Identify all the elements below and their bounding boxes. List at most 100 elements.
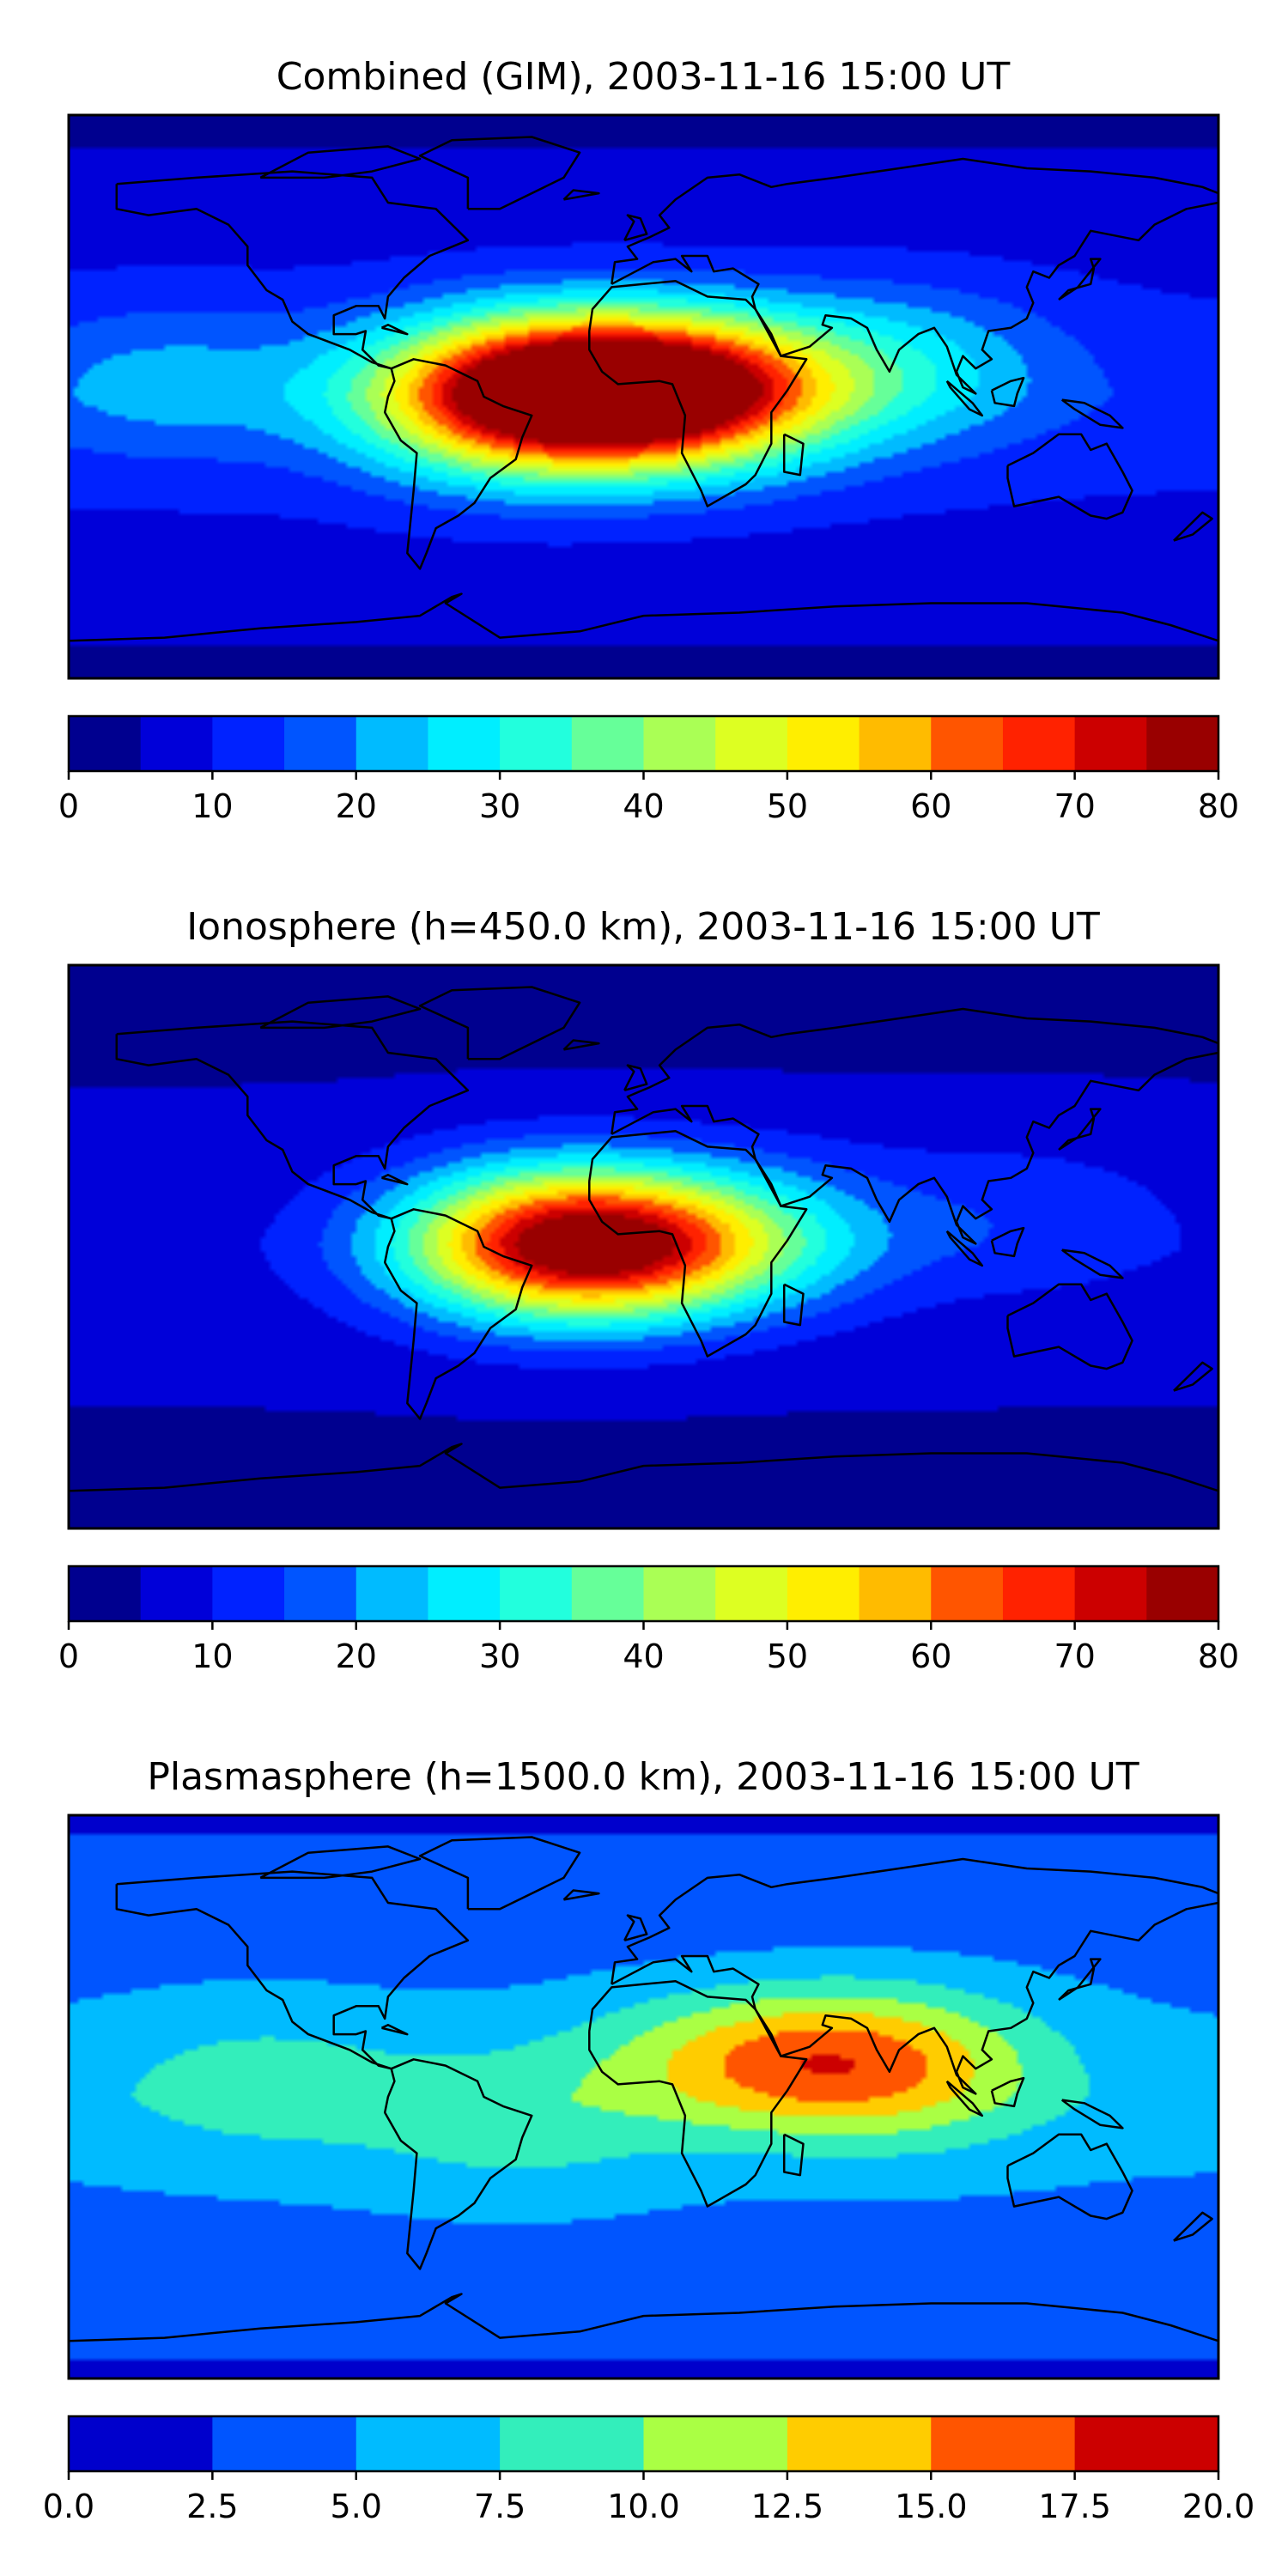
panel-3-map <box>67 1814 1220 2380</box>
coastline <box>945 380 984 417</box>
coastline <box>588 1129 808 1358</box>
colorbar-tick-label: 5.0 <box>331 2488 382 2525</box>
colorbar-tick-label: 20 <box>336 1637 377 1675</box>
colorbar-segment <box>69 2416 213 2471</box>
colorbar-tick-label: 40 <box>623 1637 664 1675</box>
coastline <box>1006 2133 1133 2221</box>
colorbar-segment <box>212 2416 357 2471</box>
coastline <box>1173 1361 1213 1392</box>
coastline <box>1060 1249 1124 1279</box>
field-raster <box>69 115 1218 678</box>
field-raster <box>69 1815 1218 2379</box>
coastline <box>383 2058 533 2270</box>
colorbar-tick-label: 0 <box>58 1637 79 1675</box>
colorbar-segment <box>643 2416 788 2471</box>
colorbar-tick-label: 50 <box>767 1637 808 1675</box>
panel-1-title: Combined (GIM), 2003-11-16 15:00 UT <box>276 55 1011 99</box>
coastline <box>945 2080 984 2117</box>
colorbar-segment <box>571 716 644 771</box>
panel-1-map <box>67 113 1220 680</box>
colorbar-segment <box>715 1566 788 1621</box>
coastline <box>623 214 648 242</box>
coastline <box>259 995 422 1030</box>
panel-3-colorbar: 0.0 2.5 5.0 7.5 10.0 12.5 15.0 17.5 20.0 <box>43 2415 1255 2525</box>
coastline <box>1173 2211 1213 2242</box>
colorbar-segment <box>1074 716 1147 771</box>
coastline <box>69 1443 1218 1492</box>
coastline <box>383 358 533 570</box>
panel-1-coastlines <box>69 136 1218 642</box>
coastline <box>380 1173 409 1186</box>
panel-3-title: Plasmasphere (h=1500.0 km), 2003-11-16 1… <box>147 1755 1139 1799</box>
colorbar-segment <box>355 716 428 771</box>
coastline <box>1006 433 1133 520</box>
colorbar-segment <box>284 716 357 771</box>
colorbar-segment <box>1074 2416 1219 2471</box>
panel-3-field <box>69 1815 1218 2379</box>
coastline <box>69 2293 1218 2342</box>
colorbar-tick-label: 30 <box>479 787 520 825</box>
colorbar-tick-label: 70 <box>1054 787 1095 825</box>
colorbar-segment <box>69 716 142 771</box>
coastline <box>115 1870 470 2070</box>
coastline <box>1006 1283 1133 1370</box>
colorbar-segment <box>859 716 932 771</box>
coastline <box>1173 511 1213 542</box>
coastline <box>562 1039 600 1051</box>
panel-2-title: Ionosphere (h=450.0 km), 2003-11-16 15:0… <box>186 905 1100 949</box>
panel-1-frame <box>67 113 1220 680</box>
colorbar-segment <box>1146 716 1219 771</box>
coastline <box>380 323 409 336</box>
coastline <box>782 2133 805 2177</box>
colorbar-segment <box>859 1566 932 1621</box>
coastline <box>418 136 581 210</box>
panel-2-colorbar: 0 10 20 30 40 50 60 70 80 <box>58 1564 1239 1675</box>
colorbar-tick-label: 60 <box>910 787 951 825</box>
coastline <box>945 1230 984 1267</box>
colorbar-segment <box>500 1566 573 1621</box>
colorbar-tick-label: 40 <box>623 787 664 825</box>
coastline <box>611 1007 1218 1134</box>
coastline <box>782 1283 805 1327</box>
colorbar-segment <box>500 2416 644 2471</box>
coastline <box>115 170 470 370</box>
coastline <box>990 2076 1025 2108</box>
coastline <box>782 433 805 477</box>
panel-1-colorbar: 0 10 20 30 40 50 60 70 80 <box>58 714 1239 825</box>
coastline <box>990 376 1025 408</box>
panel-3-frame <box>67 1814 1220 2380</box>
colorbar-tick-label: 50 <box>767 787 808 825</box>
colorbar-tick-label: 20 <box>336 787 377 825</box>
coastline <box>259 145 422 179</box>
colorbar-tick-label: 15.0 <box>895 2488 968 2525</box>
colorbar-tick-label: 7.5 <box>474 2488 526 2525</box>
panel-1-field <box>69 115 1218 678</box>
coastline <box>611 1901 1218 2095</box>
panel-2-map <box>67 963 1220 1530</box>
colorbar-segment <box>643 1566 716 1621</box>
colorbar-segment <box>931 1566 1004 1621</box>
colorbar-segment <box>787 2416 932 2471</box>
colorbar-tick-label: 20.0 <box>1182 2488 1255 2525</box>
coastline <box>1058 1958 1102 2002</box>
coastline <box>1060 398 1124 429</box>
colorbar-segment <box>355 1566 428 1621</box>
colorbar-tick-label: 12.5 <box>751 2488 824 2525</box>
panel-2-field <box>69 965 1218 1528</box>
coastline <box>418 1836 581 1911</box>
colorbar-segment <box>787 1566 860 1621</box>
colorbar-segment <box>140 1566 213 1621</box>
coastline <box>1058 258 1102 301</box>
colorbar-tick-label: 10 <box>191 1637 233 1675</box>
coastline <box>611 1857 1218 1984</box>
colorbar-tick-label: 30 <box>479 1637 520 1675</box>
colorbar-tick-label: 17.5 <box>1038 2488 1111 2525</box>
colorbar-tick-label: 70 <box>1054 1637 1095 1675</box>
colorbar-tick-label: 80 <box>1198 1637 1239 1675</box>
colorbar-tick-label: 80 <box>1198 787 1239 825</box>
colorbar-segment <box>787 716 860 771</box>
colorbar-tick-label: 10 <box>191 787 233 825</box>
colorbar-segment <box>355 2416 501 2471</box>
coastline <box>623 1064 648 1092</box>
colorbar-segment <box>500 716 573 771</box>
